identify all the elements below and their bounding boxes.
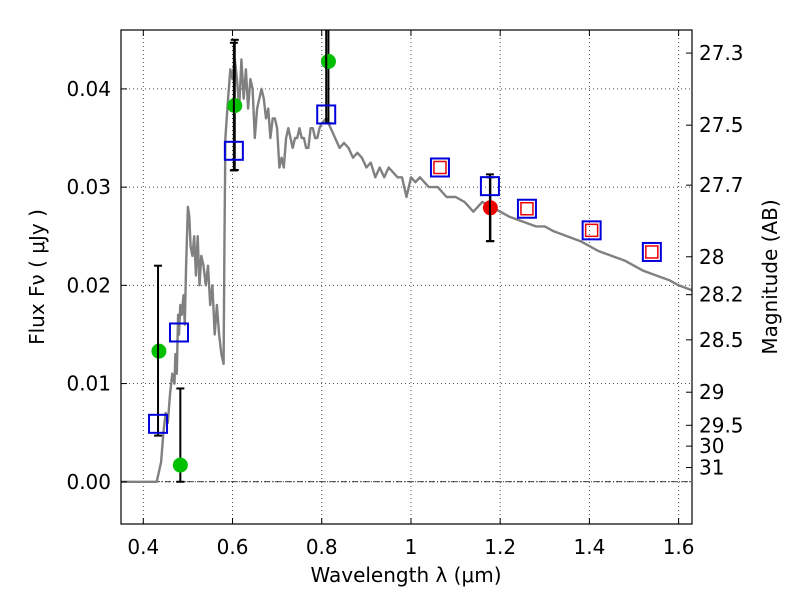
data-square	[479, 176, 500, 197]
right-tick-label: 28	[699, 245, 724, 269]
data-point	[320, 53, 336, 69]
right-tick-label: 29.5	[699, 413, 744, 437]
x-tick-label: 0.8	[306, 535, 338, 559]
y-tick-label: 0.00	[66, 470, 111, 494]
data-square	[223, 140, 244, 161]
marker-layer	[148, 30, 662, 483]
right-tick-label: 27.7	[699, 173, 744, 197]
right-axis-title: Magnitude (AB)	[758, 199, 782, 354]
grid-layer	[121, 30, 692, 524]
x-tick-label: 1.2	[484, 535, 516, 559]
data-square-inner	[520, 201, 534, 216]
data-square-inner	[584, 223, 599, 238]
x-tick-label: 1	[405, 535, 418, 559]
right-tick-label: 28.5	[699, 328, 744, 352]
x-tick-label: 1.4	[573, 535, 605, 559]
right-tick-label: 29	[699, 380, 724, 404]
x-tick-label: 0.6	[217, 535, 249, 559]
spectrum-layer	[121, 58, 693, 483]
data-square	[168, 322, 189, 343]
data-square	[516, 198, 537, 219]
right-tick-label: 28.2	[699, 283, 744, 307]
y-axis-title: Flux Fν ( μJy )	[25, 209, 49, 345]
spectrum-line	[121, 58, 693, 483]
data-square-inner	[433, 160, 447, 175]
y-tick-label: 0.01	[66, 372, 111, 396]
y-tick-label: 0.03	[66, 175, 111, 199]
data-point	[172, 457, 188, 473]
tick-layer: 0.4 0.6 0.8 1 1.2 1.4 1.6 0.00 0.01 0.02 0.03 0.04 2…	[66, 30, 744, 559]
data-square	[148, 413, 169, 434]
x-tick-label: 1.6	[663, 535, 695, 559]
y-tick-label: 0.04	[66, 77, 111, 101]
right-tick-label: 27.3	[699, 41, 744, 65]
data-square	[429, 157, 450, 178]
data-square	[581, 220, 602, 241]
right-tick-label: 27.5	[699, 113, 744, 137]
data-square	[316, 104, 337, 125]
data-square-inner	[645, 245, 659, 259]
x-tick-label: 0.4	[127, 535, 159, 559]
right-tick-label: 31	[699, 456, 724, 480]
y-tick-label: 0.02	[66, 273, 111, 297]
plot-frame	[120, 29, 693, 525]
data-square	[641, 241, 662, 262]
right-tick-label: 30	[699, 434, 724, 458]
x-axis-title: Wavelength λ (μm)	[310, 563, 501, 587]
